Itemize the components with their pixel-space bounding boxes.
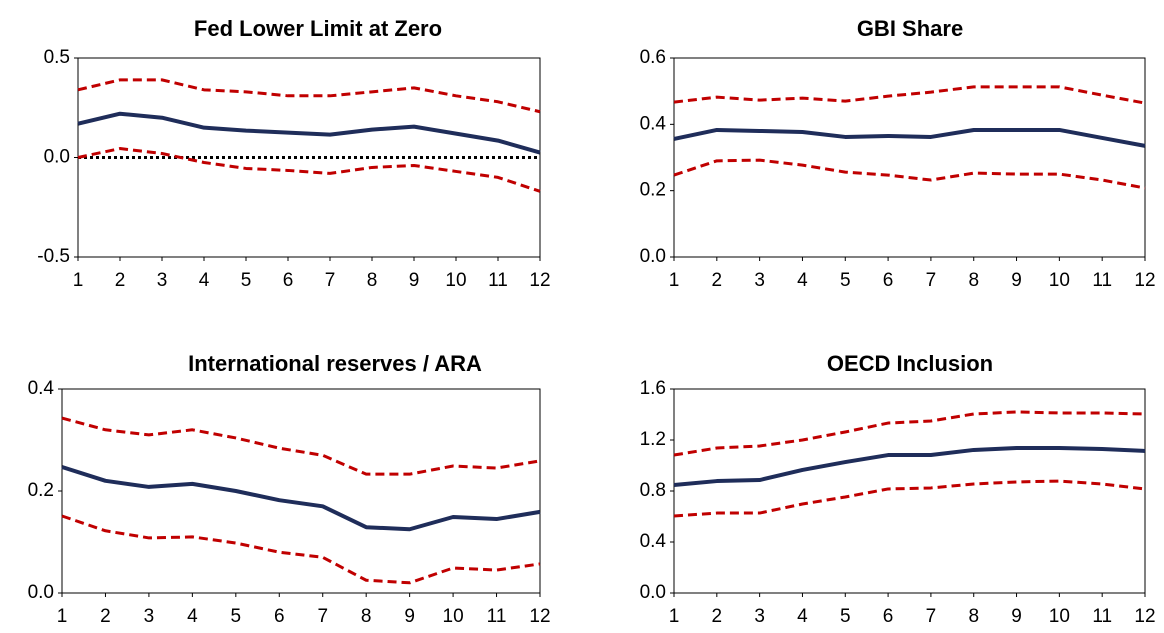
estimate-line — [673, 446, 1146, 488]
x-tick-label: 5 — [840, 606, 851, 627]
estimate-line — [77, 111, 541, 155]
x-tick-label: 1 — [73, 270, 84, 291]
x-tick-label: 9 — [409, 270, 420, 291]
x-tick-label: 11 — [488, 270, 508, 291]
y-tick-label: 0.5 — [44, 47, 70, 68]
estimate-line — [61, 465, 541, 532]
x-tick-label: 4 — [187, 606, 198, 627]
x-tick-label: 10 — [443, 606, 464, 627]
x-tick-label: 7 — [926, 606, 937, 627]
band-line — [77, 147, 541, 193]
y-tick-label: 0.8 — [640, 480, 666, 501]
x-tick-label: 3 — [157, 270, 168, 291]
x-tick-label: 4 — [797, 606, 808, 627]
y-tick-label: 0.0 — [28, 582, 54, 603]
band-line — [673, 85, 1146, 105]
chart-title: International reserves / ARA — [188, 351, 482, 376]
band-line — [673, 158, 1146, 190]
x-tick-label: 7 — [325, 270, 336, 291]
x-tick-label: 4 — [199, 270, 210, 291]
x-tick-label: 6 — [883, 270, 894, 291]
estimate-line — [673, 127, 1146, 148]
plot-area — [61, 388, 541, 594]
x-tick-label: 10 — [1049, 270, 1070, 291]
x-tick-label: 4 — [797, 270, 808, 291]
x-tick-label: 5 — [241, 270, 252, 291]
y-tick-label: 0.6 — [640, 47, 666, 68]
x-tick-label: 5 — [231, 606, 242, 627]
y-tick-label: 0.2 — [640, 180, 666, 201]
y-tick-label: 0.4 — [640, 531, 667, 552]
y-tick-label: 1.2 — [640, 429, 666, 450]
x-tick-label: 8 — [361, 606, 372, 627]
band-line — [61, 416, 541, 476]
x-tick-label: 12 — [1134, 606, 1155, 627]
x-tick-label: 8 — [367, 270, 378, 291]
x-tick-label: 2 — [712, 270, 723, 291]
band-line — [673, 479, 1146, 518]
y-tick-label: 0.0 — [640, 246, 666, 267]
x-tick-label: 12 — [529, 270, 550, 291]
x-tick-label: 5 — [840, 270, 851, 291]
x-tick-label: 3 — [144, 606, 155, 627]
x-tick-label: 1 — [57, 606, 68, 627]
y-tick-label: 0.2 — [28, 480, 54, 501]
band-line — [77, 78, 541, 114]
x-tick-label: 3 — [754, 606, 765, 627]
x-tick-label: 11 — [1092, 606, 1112, 627]
x-tick-label: 2 — [115, 270, 126, 291]
chart-title: GBI Share — [857, 16, 963, 41]
x-tick-label: 10 — [445, 270, 466, 291]
x-tick-label: 11 — [487, 606, 507, 627]
y-tick-label: 0.0 — [44, 147, 70, 168]
y-tick-label: 0.4 — [640, 113, 667, 134]
x-tick-label: 1 — [669, 270, 680, 291]
band-line — [61, 514, 541, 585]
y-tick-label: 0.0 — [640, 582, 666, 603]
x-tick-label: 6 — [283, 270, 294, 291]
x-tick-label: 8 — [968, 270, 979, 291]
x-tick-label: 7 — [317, 606, 328, 627]
x-tick-label: 9 — [404, 606, 415, 627]
y-tick-label: 0.4 — [28, 378, 55, 399]
plot-area — [673, 57, 1146, 258]
x-tick-label: 8 — [968, 606, 979, 627]
chart-title: OECD Inclusion — [827, 351, 993, 376]
y-tick-label: -0.5 — [37, 246, 70, 267]
x-tick-label: 2 — [712, 606, 723, 627]
x-tick-label: 6 — [274, 606, 285, 627]
x-tick-label: 7 — [926, 270, 937, 291]
x-tick-label: 1 — [669, 606, 680, 627]
x-tick-label: 12 — [1134, 270, 1155, 291]
x-tick-label: 6 — [883, 606, 894, 627]
chart-title: Fed Lower Limit at Zero — [194, 16, 442, 41]
x-tick-label: 10 — [1049, 606, 1070, 627]
x-tick-label: 2 — [100, 606, 111, 627]
x-tick-label: 9 — [1011, 270, 1022, 291]
x-tick-label: 11 — [1092, 270, 1112, 291]
x-tick-label: 12 — [529, 606, 550, 627]
band-line — [673, 410, 1146, 457]
plot-area — [673, 388, 1146, 594]
x-tick-label: 9 — [1011, 606, 1022, 627]
y-tick-label: 1.6 — [640, 378, 666, 399]
x-tick-label: 3 — [754, 270, 765, 291]
